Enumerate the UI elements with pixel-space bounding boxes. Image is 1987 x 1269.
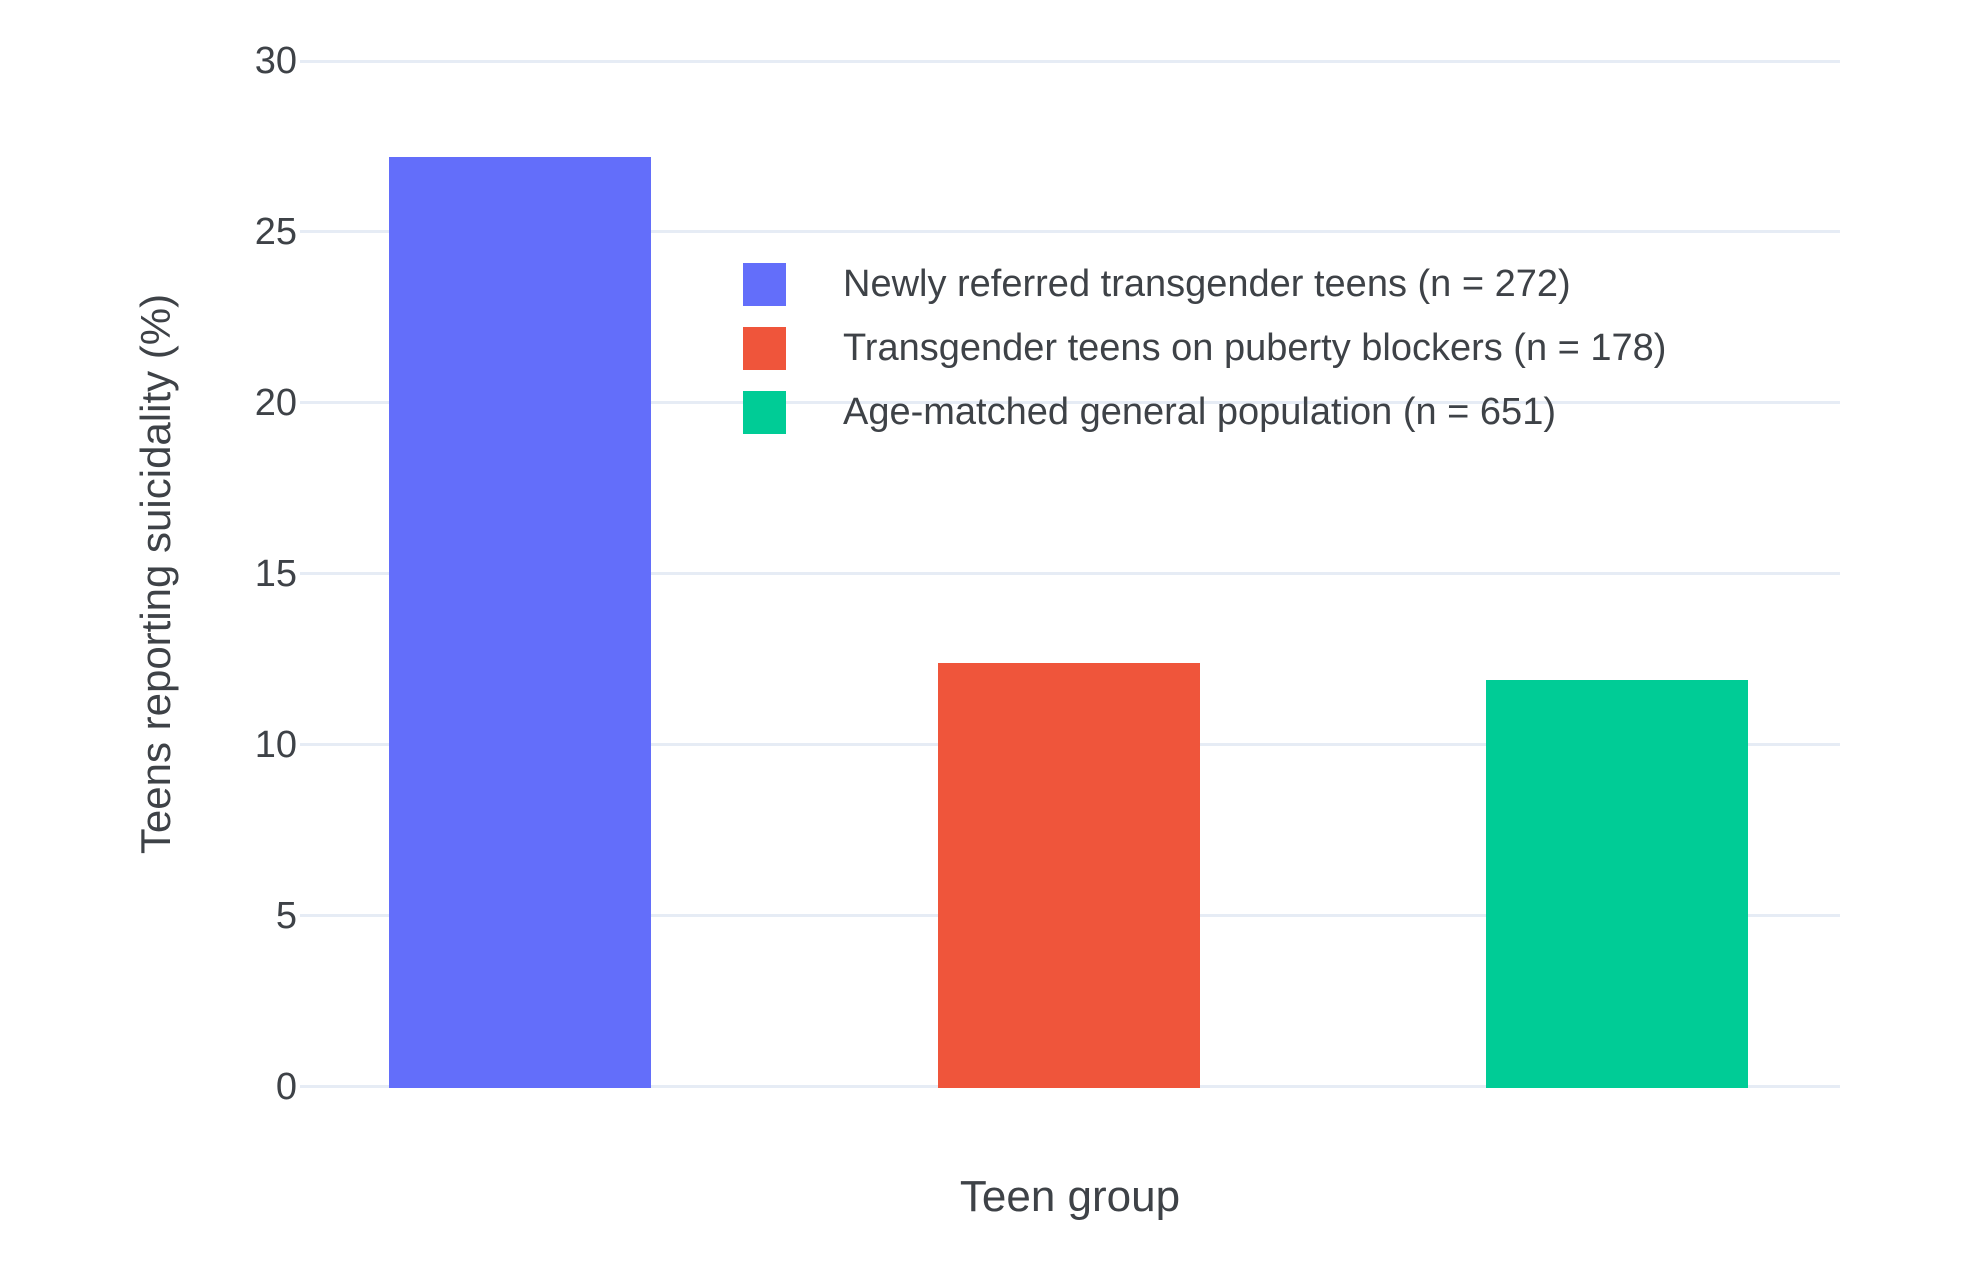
- legend-item-3: Age-matched general population (n = 651): [743, 391, 1666, 434]
- y-gridline-20: [300, 401, 1840, 405]
- legend-item-1: Newly referred transgender teens (n = 27…: [743, 263, 1666, 306]
- legend-label: Transgender teens on puberty blockers (n…: [843, 327, 1667, 369]
- legend: Newly referred transgender teens (n = 27…: [743, 263, 1666, 455]
- legend-swatch-icon: [743, 327, 786, 370]
- y-tick-label-10: 10: [254, 723, 297, 766]
- y-gridline-25: [300, 230, 1840, 234]
- bar-1: [388, 156, 651, 1088]
- bar-3: [1485, 679, 1748, 1088]
- legend-item-2: Transgender teens on puberty blockers (n…: [743, 327, 1666, 370]
- y-gridline-30: [300, 59, 1840, 63]
- y-tick-label-30: 30: [254, 40, 297, 82]
- y-axis-title: Teens reporting suicidality (%): [132, 293, 179, 855]
- legend-label: Newly referred transgender teens (n = 27…: [843, 263, 1571, 305]
- legend-swatch-icon: [743, 391, 786, 434]
- y-tick-label-5: 5: [275, 894, 297, 937]
- legend-label: Age-matched general population (n = 651): [843, 391, 1556, 433]
- x-axis-title: Teen group: [959, 1172, 1181, 1221]
- legend-swatch-icon: [743, 263, 786, 306]
- bar-2: [938, 662, 1200, 1088]
- y-tick-label-0: 0: [275, 1065, 297, 1108]
- y-tick-label-25: 25: [254, 210, 297, 253]
- y-tick-label-20: 20: [254, 381, 297, 424]
- y-gridline-15: [300, 572, 1840, 576]
- y-tick-label-15: 15: [254, 552, 297, 595]
